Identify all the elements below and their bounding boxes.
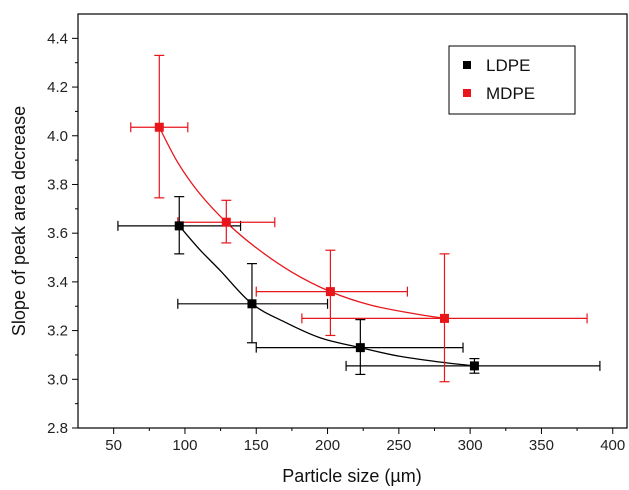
x-tick-label: 100 <box>172 437 197 454</box>
y-tick-label: 4.4 <box>47 30 68 47</box>
data-point-ldpe <box>355 343 365 353</box>
y-tick-label: 4.0 <box>47 128 68 145</box>
x-tick-label: 150 <box>244 437 269 454</box>
data-point-ldpe <box>174 221 184 231</box>
y-tick-label: 3.0 <box>47 371 68 388</box>
plot-frame <box>77 13 628 429</box>
y-tick-label: 4.2 <box>47 79 68 96</box>
y-tick-label: 3.6 <box>47 225 68 242</box>
legend-box <box>448 45 576 115</box>
legend: LDPE MDPE <box>448 45 576 115</box>
fit-curves <box>158 126 475 367</box>
x-axis-ticks: 50 100 150 200 250 300 350 400 <box>105 428 625 454</box>
legend-marker-mdpe <box>463 89 471 97</box>
x-tick-label: 300 <box>458 437 483 454</box>
x-tick-label: 250 <box>386 437 411 454</box>
y-axis-ticks: 2.8 3.0 3.2 3.4 3.6 3.8 4.0 4.2 4.4 <box>47 30 78 437</box>
data-point-mdpe <box>154 122 164 132</box>
legend-label-ldpe: LDPE <box>486 56 530 75</box>
legend-marker-ldpe <box>463 61 471 69</box>
x-tick-label: 400 <box>600 437 625 454</box>
y-tick-label: 3.8 <box>47 176 68 193</box>
y-tick-label: 3.4 <box>47 274 68 291</box>
data-point-mdpe <box>439 313 449 323</box>
x-axis-label: Particle size (µm) <box>282 466 421 486</box>
data-point-mdpe <box>221 217 231 227</box>
fit-curve-mdpe <box>158 126 445 320</box>
y-tick-label: 2.8 <box>47 420 68 437</box>
y-axis-label: Slope of peak area decrease <box>9 106 29 336</box>
x-tick-label: 50 <box>105 437 122 454</box>
x-tick-label: 350 <box>529 437 554 454</box>
fit-curve-ldpe <box>178 225 475 367</box>
data-point-mdpe <box>325 287 335 297</box>
legend-label-mdpe: MDPE <box>486 84 535 103</box>
data-point-ldpe <box>469 361 479 371</box>
data-point-ldpe <box>247 299 257 309</box>
y-tick-label: 3.2 <box>47 323 68 340</box>
x-tick-label: 200 <box>315 437 340 454</box>
data-markers <box>154 122 479 371</box>
